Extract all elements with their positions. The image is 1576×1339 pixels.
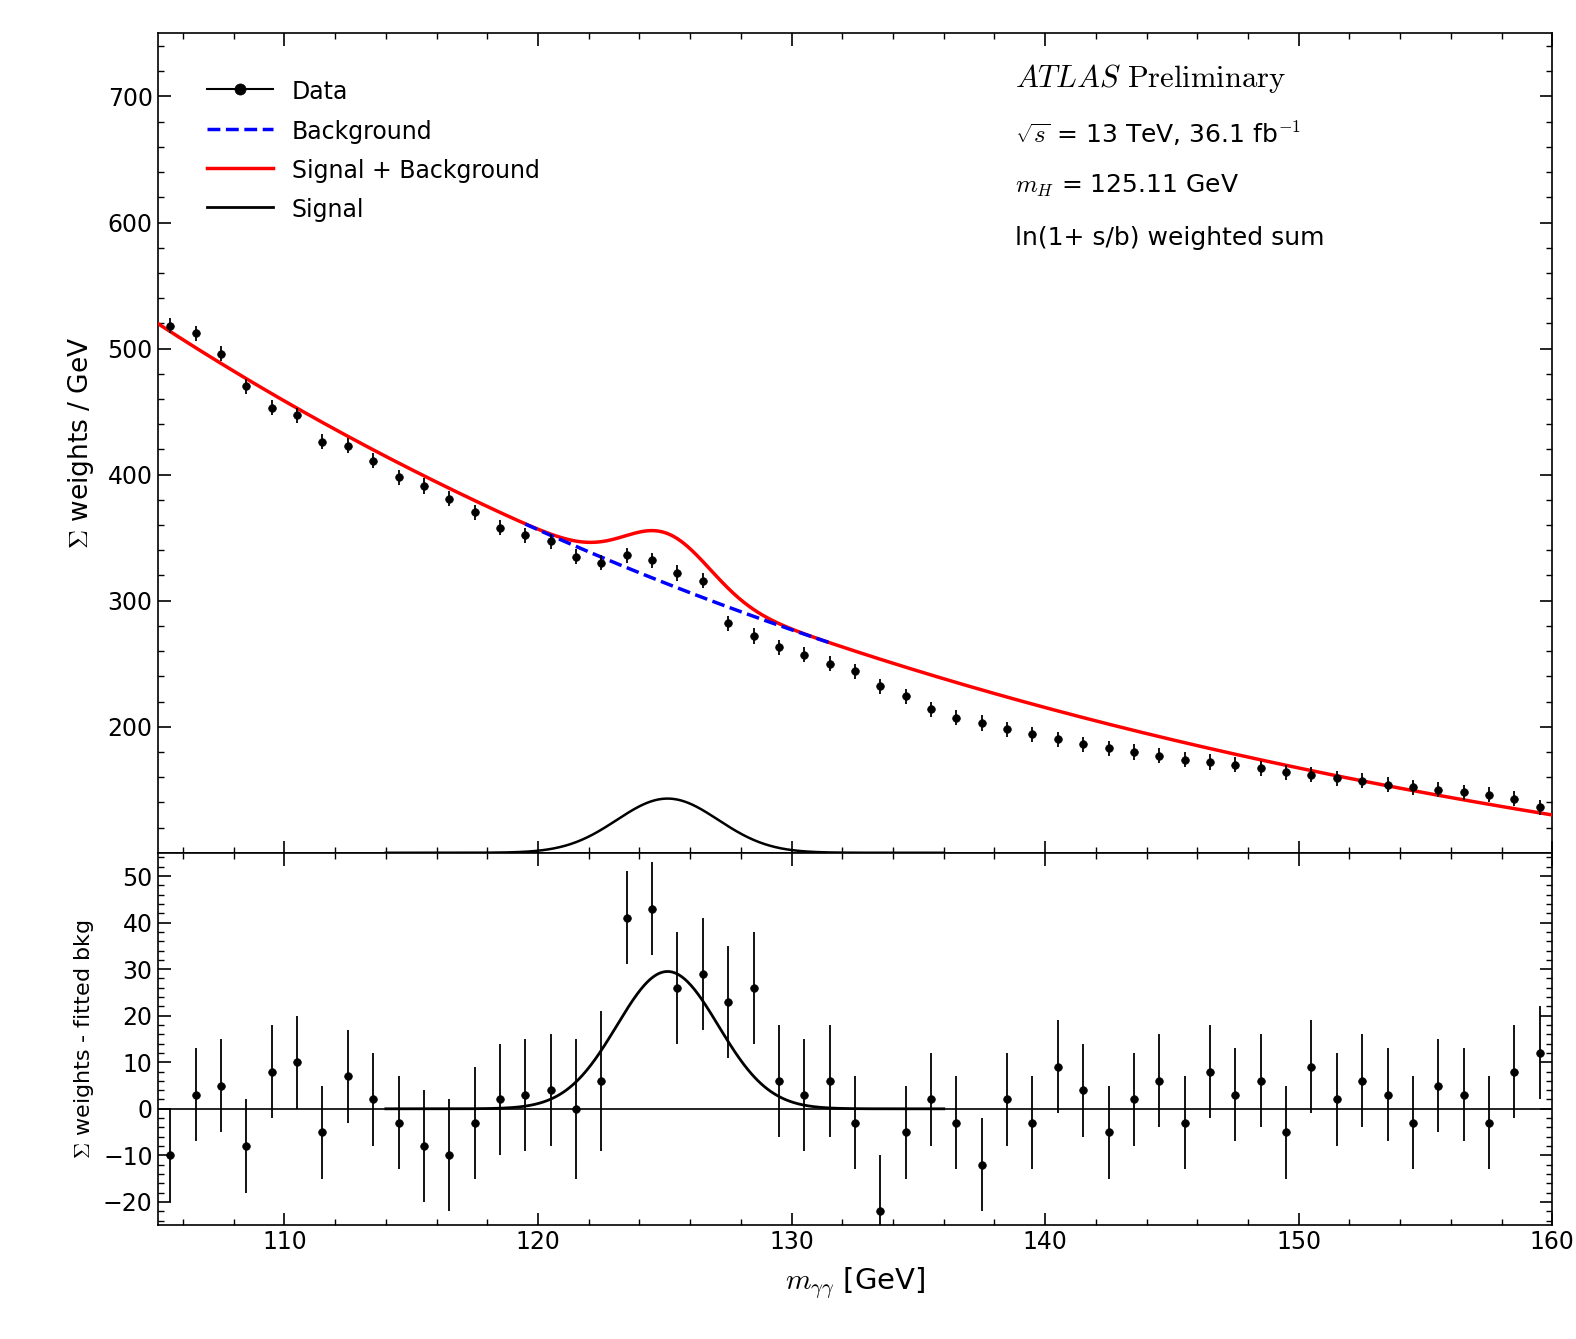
Legend: Data, Background, Signal + Background, Signal: Data, Background, Signal + Background, S…	[197, 70, 548, 232]
X-axis label: $m_{\gamma\gamma}$ [GeV]: $m_{\gamma\gamma}$ [GeV]	[785, 1265, 925, 1302]
Text: $\mathbf{\it{ATLAS}}$$\,\,\mathrm{Preliminary}$: $\mathbf{\it{ATLAS}}$$\,\,\mathrm{Prelim…	[1015, 62, 1286, 95]
Text: $\sqrt{s}$ = 13 TeV, 36.1 fb$^{-1}$: $\sqrt{s}$ = 13 TeV, 36.1 fb$^{-1}$	[1015, 119, 1302, 149]
Y-axis label: $\Sigma$ weights / GeV: $\Sigma$ weights / GeV	[66, 337, 96, 549]
Y-axis label: $\Sigma$ weights - fitted bkg: $\Sigma$ weights - fitted bkg	[72, 920, 96, 1158]
Text: $m_H$ = 125.11 GeV: $m_H$ = 125.11 GeV	[1015, 173, 1239, 200]
Text: ln(1+ s/b) weighted sum: ln(1+ s/b) weighted sum	[1015, 226, 1325, 250]
